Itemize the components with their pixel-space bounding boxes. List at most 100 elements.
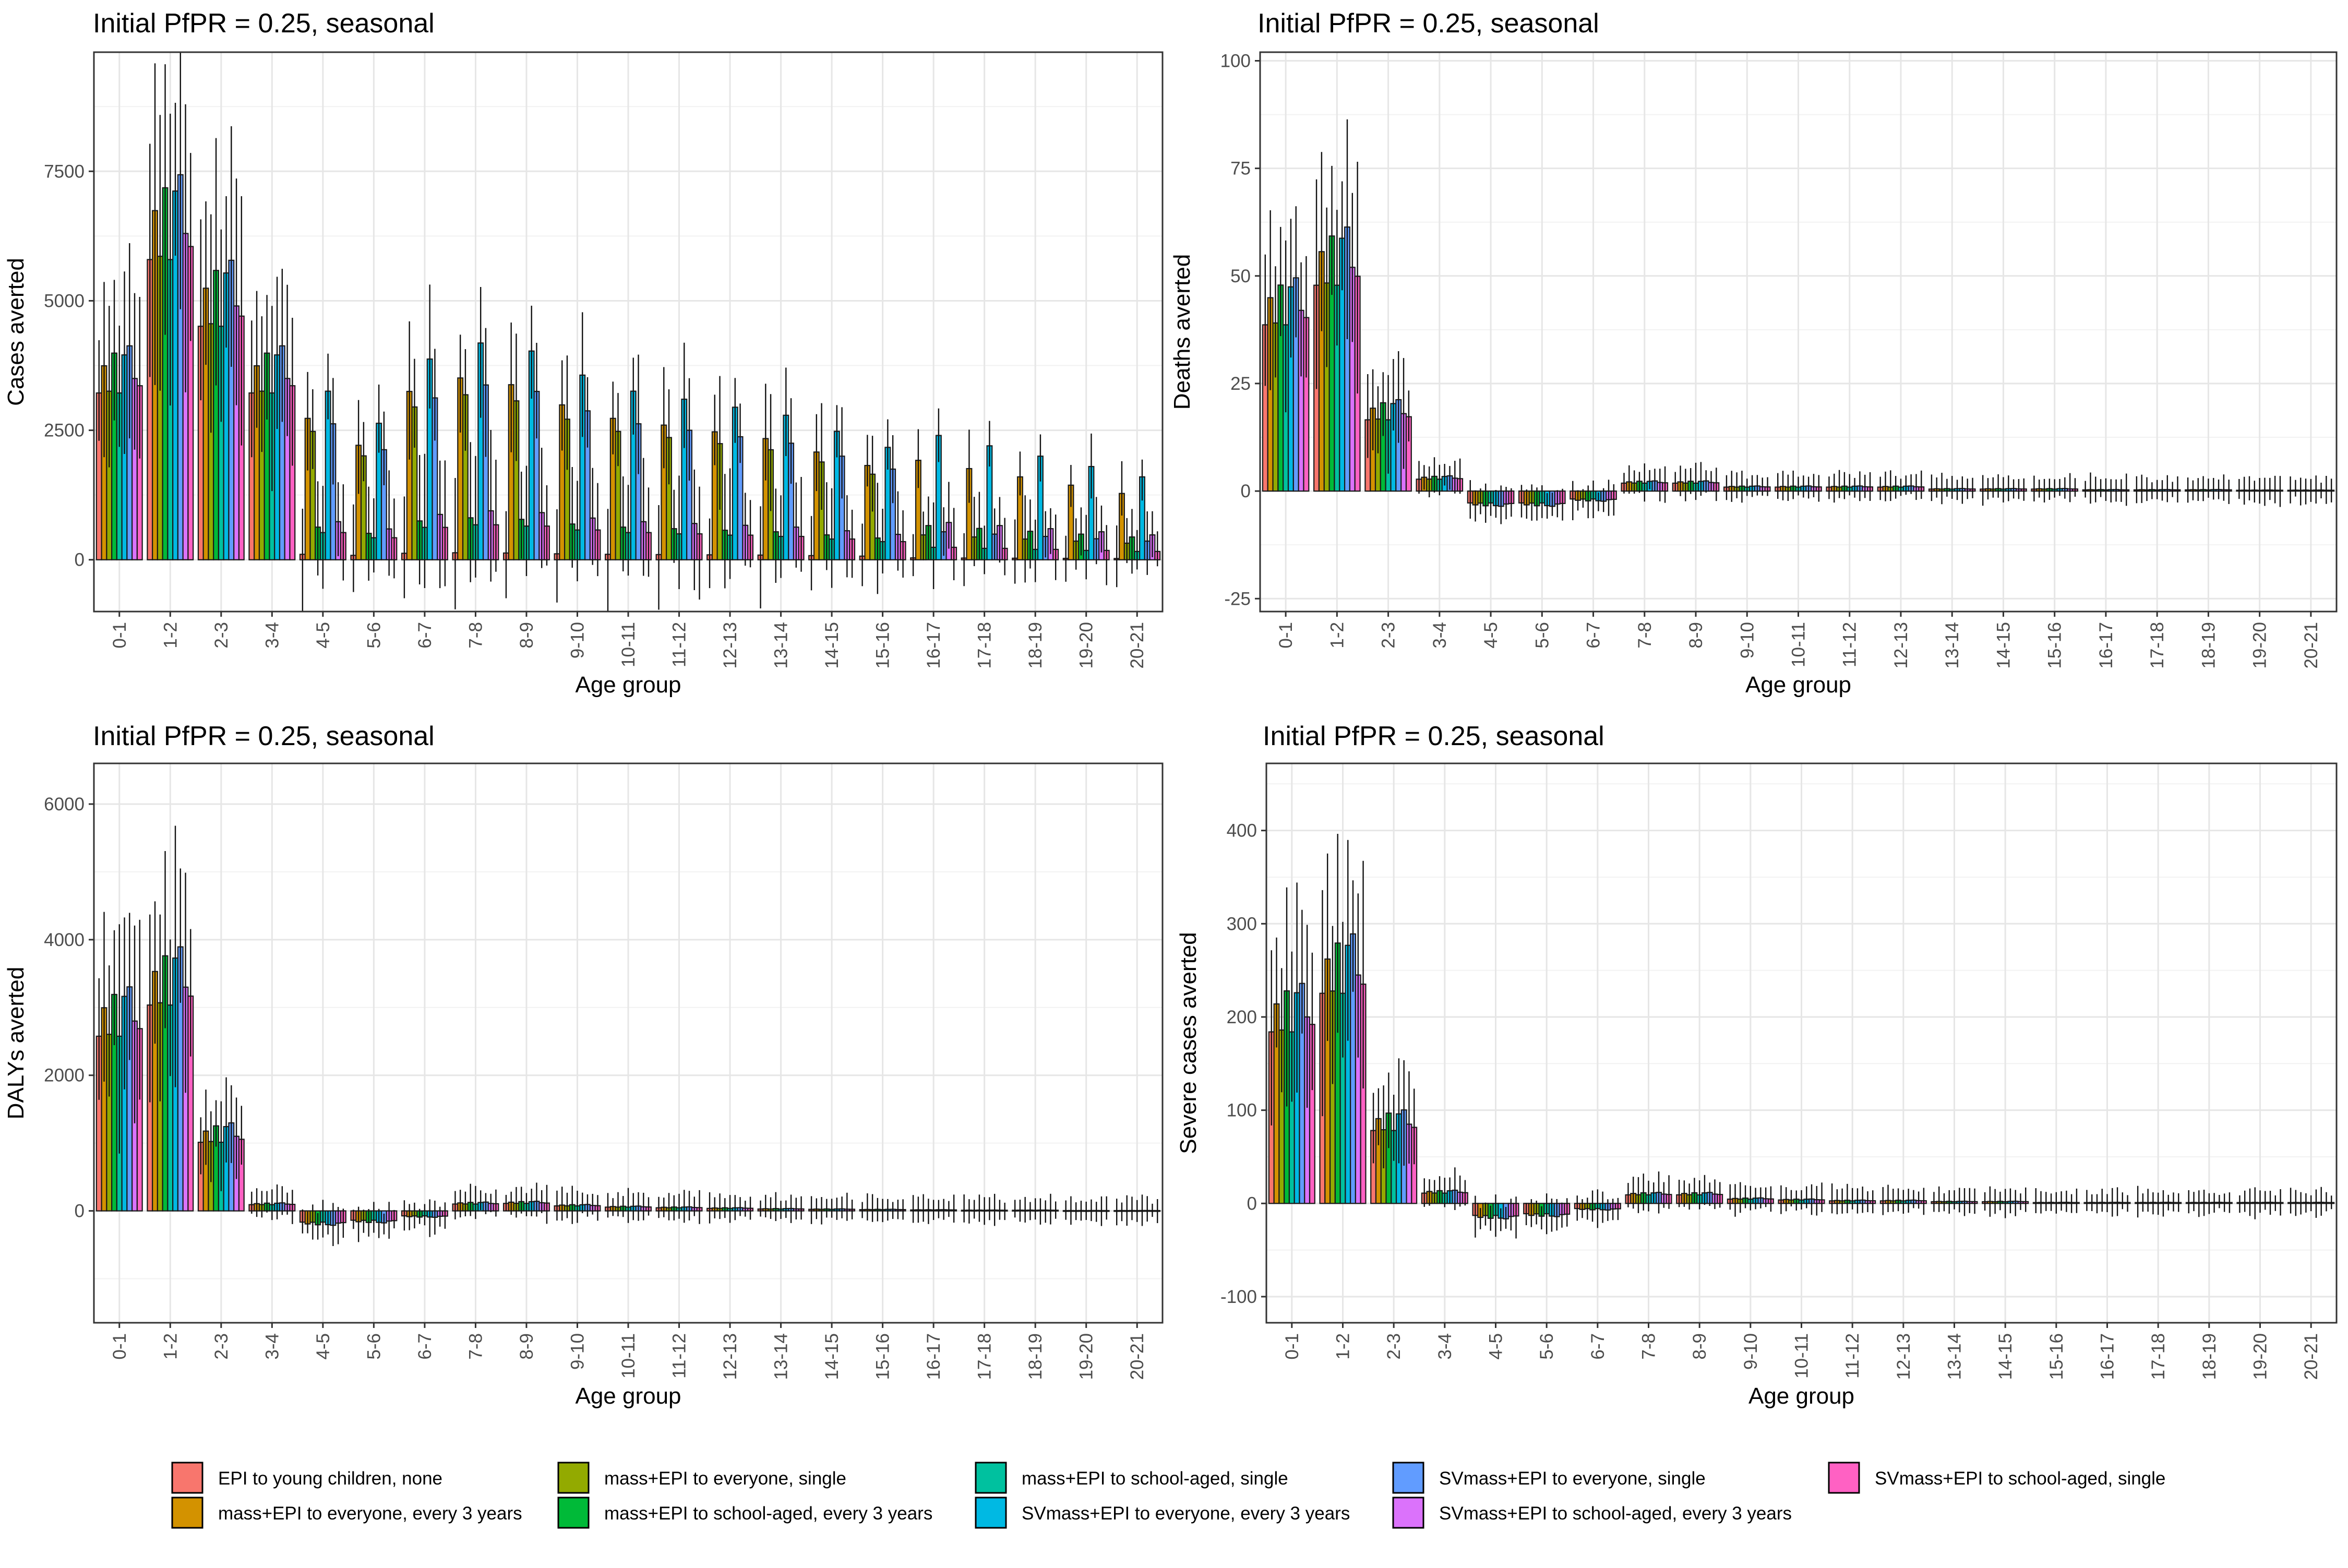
x-tick-label: 6-7 — [415, 1333, 435, 1360]
x-tick-label: 16-17 — [924, 622, 944, 669]
x-tick-label: 3-4 — [262, 622, 282, 649]
y-tick-label: 0 — [75, 550, 85, 570]
x-tick-label: 11-12 — [669, 622, 690, 667]
x-tick-label: 4-5 — [1486, 1333, 1506, 1360]
x-tick-label: 1-2 — [160, 1333, 181, 1360]
x-tick-label: 16-17 — [2098, 1333, 2118, 1380]
y-tick-label: 7500 — [44, 161, 85, 182]
x-tick-label: 9-10 — [567, 622, 588, 659]
x-tick-label: 12-13 — [1894, 1333, 1914, 1380]
x-tick-label: 2-3 — [211, 1333, 232, 1360]
x-tick-label: 14-15 — [1995, 1333, 2016, 1380]
x-axis-title: Age group — [1748, 1383, 1854, 1409]
legend-label: SVmass+EPI to school-aged, every 3 years — [1439, 1503, 1792, 1524]
x-tick-label: 19-20 — [2250, 1333, 2271, 1380]
x-tick-label: 4-5 — [313, 1333, 333, 1360]
legend-item: mass+EPI to school-aged, every 3 years — [557, 1497, 932, 1529]
legend-item: mass+EPI to everyone, single — [557, 1462, 846, 1494]
legend-swatch — [975, 1497, 1007, 1529]
x-tick-label: 17-18 — [2148, 1333, 2169, 1380]
y-tick-label: 0 — [1241, 481, 1251, 501]
y-tick-label: 2500 — [44, 421, 85, 441]
y-tick-label: 2000 — [44, 1066, 85, 1086]
x-tick-label: 13-14 — [1945, 1333, 1965, 1380]
x-tick-label: 2-3 — [1384, 1333, 1404, 1360]
x-tick-label: 16-17 — [924, 1333, 944, 1380]
y-tick-label: 6000 — [44, 794, 85, 815]
panel-3: 0 2000 4000 6000 0-1 1-2 2-3 3-4 4-5 5-6 6-7 7-8 8-9… — [3, 721, 1164, 1409]
legend-label: SVmass+EPI to school-aged, single — [1875, 1468, 2165, 1489]
x-tick-label: 2-3 — [1379, 622, 1399, 649]
x-tick-label: 0-1 — [110, 622, 130, 649]
legend-label: mass+EPI to school-aged, every 3 years — [604, 1503, 932, 1524]
x-tick-label: 15-16 — [873, 1333, 893, 1380]
x-tick-label: 5-6 — [364, 1333, 384, 1360]
y-axis-title: Severe cases averted — [1176, 932, 1201, 1154]
y-axis-title: Deaths averted — [1169, 254, 1195, 410]
x-tick-label: 16-17 — [2096, 622, 2116, 669]
x-tick-label: 9-10 — [1737, 622, 1757, 659]
y-axis-title: DALYs averted — [3, 967, 29, 1120]
x-tick-label: 3-4 — [1430, 622, 1450, 649]
x-tick-label: 7-8 — [1635, 622, 1655, 649]
x-tick-label: 2-3 — [211, 622, 232, 649]
x-tick-label: 5-6 — [1537, 1333, 1557, 1360]
x-tick-label: 3-4 — [262, 1333, 282, 1360]
x-tick-label: 13-14 — [1942, 622, 1962, 669]
legend-item: SVmass+EPI to school-aged, every 3 years — [1392, 1497, 1792, 1529]
legend-label: SVmass+EPI to everyone, single — [1439, 1468, 1706, 1489]
x-tick-label: 6-7 — [1584, 622, 1604, 649]
x-tick-label: 10-11 — [1792, 1333, 1812, 1379]
x-tick-label: 3-4 — [1435, 1333, 1455, 1360]
chart-title: Initial PfPR = 0.25, seasonal — [93, 721, 435, 751]
x-tick-label: 10-11 — [618, 622, 639, 667]
x-tick-label: 14-15 — [1993, 622, 2014, 669]
x-tick-label: 6-7 — [1588, 1333, 1608, 1360]
panel-2: -25 0 25 50 75 100 0-1 1-2 2-3 3-4 4-5 5-6 6-7 7-8 8-9… — [1169, 8, 2338, 698]
x-tick-label: 19-20 — [1076, 622, 1097, 669]
legend-item: EPI to young children, none — [171, 1462, 442, 1494]
x-tick-label: 6-7 — [415, 622, 435, 649]
x-tick-label: 5-6 — [1532, 622, 1552, 649]
panel-1: 0 2500 5000 7500 0-1 1-2 2-3 3-4 4-5 5-6 6-7 7-8 8-9… — [3, 8, 1164, 698]
legend-label: mass+EPI to school-aged, single — [1022, 1468, 1288, 1489]
x-tick-label: 15-16 — [2045, 622, 2065, 669]
x-axis-title: Age group — [575, 672, 681, 698]
x-tick-label: 7-8 — [465, 622, 486, 649]
x-tick-label: 18-19 — [2199, 1333, 2220, 1380]
legend-swatch — [1392, 1497, 1424, 1529]
chart-title: Initial PfPR = 0.25, seasonal — [93, 8, 435, 39]
x-tick-label: 19-20 — [1076, 1333, 1097, 1380]
x-tick-label: 18-19 — [1025, 622, 1046, 669]
x-tick-label: 14-15 — [822, 1333, 842, 1380]
legend-label: SVmass+EPI to everyone, every 3 years — [1022, 1503, 1350, 1524]
x-tick-label: 0-1 — [1276, 622, 1296, 649]
legend-swatch — [171, 1462, 203, 1494]
x-tick-label: 18-19 — [2198, 622, 2219, 669]
x-tick-label: 18-19 — [1025, 1333, 1046, 1380]
x-tick-label: 7-8 — [465, 1333, 486, 1360]
legend-label: mass+EPI to everyone, single — [604, 1468, 846, 1489]
x-tick-label: 1-2 — [1333, 1333, 1353, 1360]
x-tick-label: 11-12 — [1840, 622, 1860, 667]
chart-title: Initial PfPR = 0.25, seasonal — [1257, 8, 1599, 39]
legend-swatch — [171, 1497, 203, 1529]
y-tick-label: 50 — [1230, 266, 1251, 286]
x-tick-label: 11-12 — [1842, 1333, 1863, 1379]
legend-swatch — [975, 1462, 1007, 1494]
legend-item: SVmass+EPI to everyone, every 3 years — [975, 1497, 1350, 1529]
x-tick-label: 13-14 — [771, 1333, 792, 1380]
legend-item: SVmass+EPI to school-aged, single — [1828, 1462, 2165, 1494]
x-tick-label: 10-11 — [618, 1333, 639, 1379]
x-tick-label: 10-11 — [1789, 622, 1809, 667]
y-tick-label: -100 — [1220, 1287, 1257, 1307]
x-tick-label: 9-10 — [567, 1333, 588, 1370]
legend-swatch — [1828, 1462, 1860, 1494]
x-tick-label: 8-9 — [517, 1333, 537, 1360]
x-tick-label: 19-20 — [2250, 622, 2270, 669]
x-tick-label: 20-21 — [2301, 622, 2321, 669]
y-tick-label: 0 — [1247, 1193, 1257, 1214]
y-tick-label: 5000 — [44, 291, 85, 311]
